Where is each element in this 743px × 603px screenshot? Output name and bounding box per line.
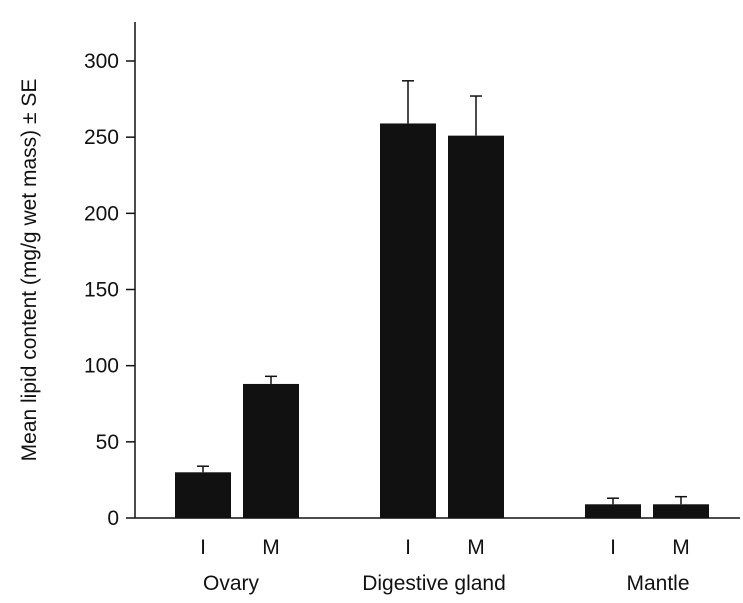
error-bars bbox=[197, 80, 687, 505]
y-axis-title: Mean lipid content (mg/g wet mass) ± SE bbox=[18, 79, 41, 462]
bar bbox=[653, 504, 709, 518]
y-tick-label: 150 bbox=[84, 279, 119, 302]
y-tick-label: 100 bbox=[84, 355, 119, 378]
category-label: M bbox=[262, 536, 280, 559]
bar bbox=[448, 135, 504, 519]
y-tick-label: 0 bbox=[107, 507, 119, 530]
y-axis-ticks: 0 50 100 150 200 250 300 bbox=[84, 50, 135, 530]
y-tick-label: 250 bbox=[84, 126, 119, 149]
bar bbox=[585, 504, 641, 518]
group-label: Digestive gland bbox=[362, 572, 506, 595]
y-tick-label: 200 bbox=[84, 202, 119, 225]
category-label: I bbox=[200, 536, 206, 559]
bars bbox=[175, 123, 709, 519]
y-tick-label: 50 bbox=[96, 431, 119, 454]
category-label: I bbox=[610, 536, 616, 559]
category-label: M bbox=[672, 536, 690, 559]
category-label: M bbox=[467, 536, 485, 559]
bar bbox=[380, 123, 436, 518]
bar bbox=[243, 383, 299, 518]
axes bbox=[134, 22, 740, 519]
group-label: Mantle bbox=[626, 572, 689, 595]
y-tick-label: 300 bbox=[84, 50, 119, 73]
bar bbox=[175, 472, 231, 518]
group-label: Ovary bbox=[203, 572, 260, 595]
category-label: I bbox=[405, 536, 411, 559]
